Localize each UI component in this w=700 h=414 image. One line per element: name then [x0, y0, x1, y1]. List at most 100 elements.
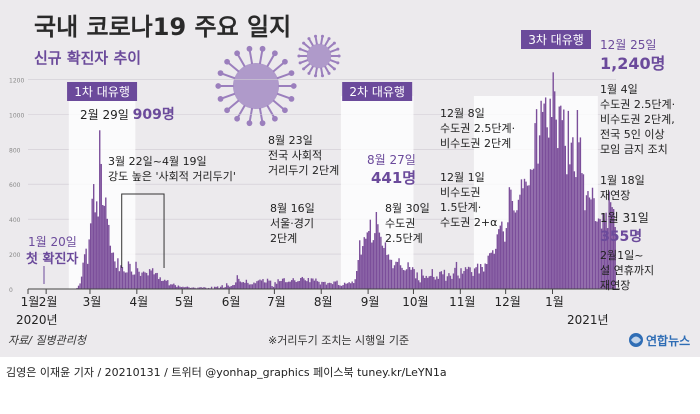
bar [281, 278, 284, 289]
bar [100, 163, 102, 289]
bar [395, 261, 397, 289]
aug23-note: 8월 23일 전국 사회적 거리두기 2단계 [268, 133, 339, 177]
bar [365, 238, 367, 289]
bar [156, 272, 158, 289]
bar [79, 283, 81, 289]
bar [482, 271, 485, 289]
bar [393, 265, 396, 289]
bar [599, 219, 601, 289]
bar [153, 274, 155, 289]
bar [501, 221, 503, 289]
bar [439, 271, 441, 289]
bar [537, 163, 539, 289]
bar [585, 195, 588, 289]
bar [557, 148, 559, 289]
bar [410, 269, 412, 289]
bar [204, 287, 207, 289]
bar [587, 191, 589, 289]
bar [280, 280, 282, 289]
bar [381, 245, 384, 289]
bar [360, 254, 362, 289]
bar [233, 284, 235, 289]
bar [141, 272, 143, 289]
bar [489, 253, 491, 289]
bar [386, 254, 388, 289]
bar [525, 181, 527, 289]
bar [123, 271, 125, 289]
phase-highlight [68, 96, 136, 289]
month-label: 9월 [361, 295, 380, 309]
bar [112, 252, 115, 289]
peak2-date: 8월 27일 [367, 153, 416, 167]
bar [588, 197, 591, 289]
bar [575, 177, 577, 289]
bar [517, 199, 520, 289]
bar [150, 270, 152, 289]
bar [564, 145, 566, 289]
month-label: 5월 [175, 295, 194, 309]
first-case-label: 첫 확진자 [26, 251, 78, 267]
bar [346, 283, 349, 289]
bar [207, 287, 210, 289]
bar [333, 281, 335, 289]
bar [159, 277, 161, 289]
bar [493, 253, 495, 289]
bar [591, 187, 594, 289]
bar [570, 142, 573, 289]
bar [321, 281, 323, 289]
bar [430, 275, 432, 289]
yonhap-logo: 연합뉴스 [629, 333, 690, 348]
bar [124, 272, 127, 289]
bar [363, 237, 365, 289]
bar [165, 280, 167, 289]
bar [478, 273, 480, 289]
annotations: 1월 20일 첫 확진자 2월 29일 909명 8월 16일 서울·경기 2단계 … [26, 38, 675, 292]
bar [334, 281, 337, 289]
bar [327, 283, 329, 289]
bar [566, 174, 568, 289]
bar [286, 282, 288, 289]
phase-label-text: 3차 대유행 [528, 32, 584, 47]
bar [105, 197, 107, 289]
bar [560, 105, 562, 290]
bar [324, 281, 326, 289]
bar [275, 283, 278, 289]
bar [203, 287, 205, 289]
bar [605, 212, 607, 289]
bar [185, 286, 187, 289]
bar [603, 220, 606, 289]
bar [540, 100, 542, 289]
bar [167, 280, 169, 289]
bar [229, 286, 231, 289]
bar [449, 275, 452, 289]
bar [339, 285, 341, 289]
bar [535, 109, 538, 290]
bar [481, 266, 483, 289]
bar [463, 271, 465, 289]
bar [230, 286, 232, 289]
credit-line: 김영은 이재윤 기자 / 20210131 / 트위터 @yonhap_grap… [6, 366, 447, 379]
bar [127, 261, 130, 289]
bar [390, 259, 393, 289]
y-tick-label: 200 [9, 252, 21, 259]
bar [292, 278, 294, 289]
bar [251, 284, 254, 289]
bar [301, 276, 303, 289]
bar [283, 278, 285, 289]
bar [118, 271, 121, 289]
bar [103, 205, 105, 289]
bar [92, 184, 95, 289]
bar [389, 259, 391, 289]
y-tick-label: 1000 [9, 112, 24, 119]
bar [277, 279, 279, 289]
peak2-value: 441명 [371, 169, 416, 187]
bar [366, 232, 368, 289]
bar [239, 281, 242, 289]
bar [173, 283, 175, 289]
bar [343, 282, 346, 289]
bar [498, 229, 500, 289]
bar [316, 281, 319, 289]
distancing-footnote: ※거리두기 조치는 시행일 기준 [268, 333, 409, 347]
bar [221, 285, 223, 289]
y-tick-label: 1200 [9, 77, 24, 84]
